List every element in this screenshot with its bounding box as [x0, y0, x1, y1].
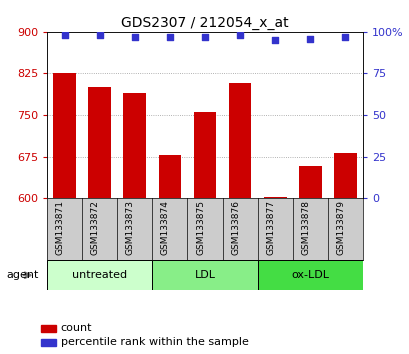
Point — [341, 34, 348, 40]
Bar — [47, 260, 152, 290]
Bar — [123, 93, 146, 198]
Point — [236, 32, 243, 38]
Text: GSM133872: GSM133872 — [90, 200, 99, 255]
Bar — [298, 166, 321, 198]
Point — [271, 37, 278, 43]
Bar — [40, 325, 56, 332]
Bar — [53, 74, 76, 198]
Point — [306, 36, 313, 41]
Text: GSM133879: GSM133879 — [335, 200, 344, 255]
Bar — [263, 196, 286, 198]
Text: GSM133878: GSM133878 — [301, 200, 310, 255]
Bar — [257, 260, 362, 290]
Point — [61, 32, 68, 38]
Point — [96, 32, 103, 38]
Bar — [40, 338, 56, 346]
Point — [166, 34, 173, 40]
Text: percentile rank within the sample: percentile rank within the sample — [61, 337, 248, 347]
Bar — [152, 260, 257, 290]
Text: GSM133873: GSM133873 — [126, 200, 135, 255]
Text: count: count — [61, 324, 92, 333]
Bar — [333, 153, 356, 198]
Point — [131, 34, 138, 40]
Text: ox-LDL: ox-LDL — [290, 270, 328, 280]
Bar — [193, 112, 216, 198]
Point — [201, 34, 208, 40]
Text: GDS2307 / 212054_x_at: GDS2307 / 212054_x_at — [121, 16, 288, 30]
Text: LDL: LDL — [194, 270, 215, 280]
Bar — [158, 155, 181, 198]
Bar — [88, 87, 111, 198]
Text: GSM133877: GSM133877 — [265, 200, 274, 255]
Text: agent: agent — [7, 270, 39, 280]
Text: GSM133875: GSM133875 — [196, 200, 204, 255]
Bar — [228, 83, 251, 198]
Text: GSM133874: GSM133874 — [160, 200, 169, 255]
Text: GSM133876: GSM133876 — [231, 200, 240, 255]
Text: untreated: untreated — [72, 270, 127, 280]
Text: GSM133871: GSM133871 — [56, 200, 65, 255]
